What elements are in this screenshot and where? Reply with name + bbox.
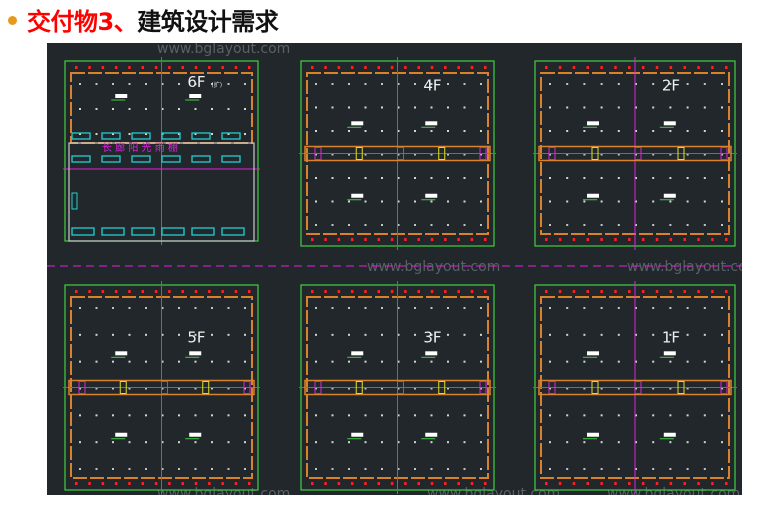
watermark-text: www.bglayout.com [157,43,290,57]
watermark-text: www.bglayout.com [627,259,742,275]
floor-label: 1F [662,328,680,346]
floor-plan-3F: 3F [299,281,496,494]
floor-label: 4F [423,77,441,95]
floor-label: 6F [187,73,205,91]
floor-plan-4F: 4F [299,57,496,250]
bullet-icon [8,15,17,25]
floor-label: 2F [662,77,680,95]
title-highlight: 交付物3、 [27,8,138,36]
title-text: 建筑设计需求 [137,8,279,36]
floor-plan-2F: 2F [533,57,737,250]
floor-plan-1F: 1F [533,281,737,494]
floor-note: (扩) [211,81,222,89]
watermark-text: www.bglayout.com [367,259,500,275]
corridor-label: 长 廊 阳 光 雨 棚 [102,141,178,154]
corridor-section: 长 廊 阳 光 雨 棚 [68,132,255,242]
slide-title: 交付物3、建筑设计需求 [8,2,279,37]
floor-label: 3F [423,328,441,346]
floor-label: 5F [187,328,205,346]
floor-plan-5F: 5F [63,281,260,494]
cad-floor-plans: www.bglayout.com www.bglayout.com www.bgla… [47,43,742,495]
